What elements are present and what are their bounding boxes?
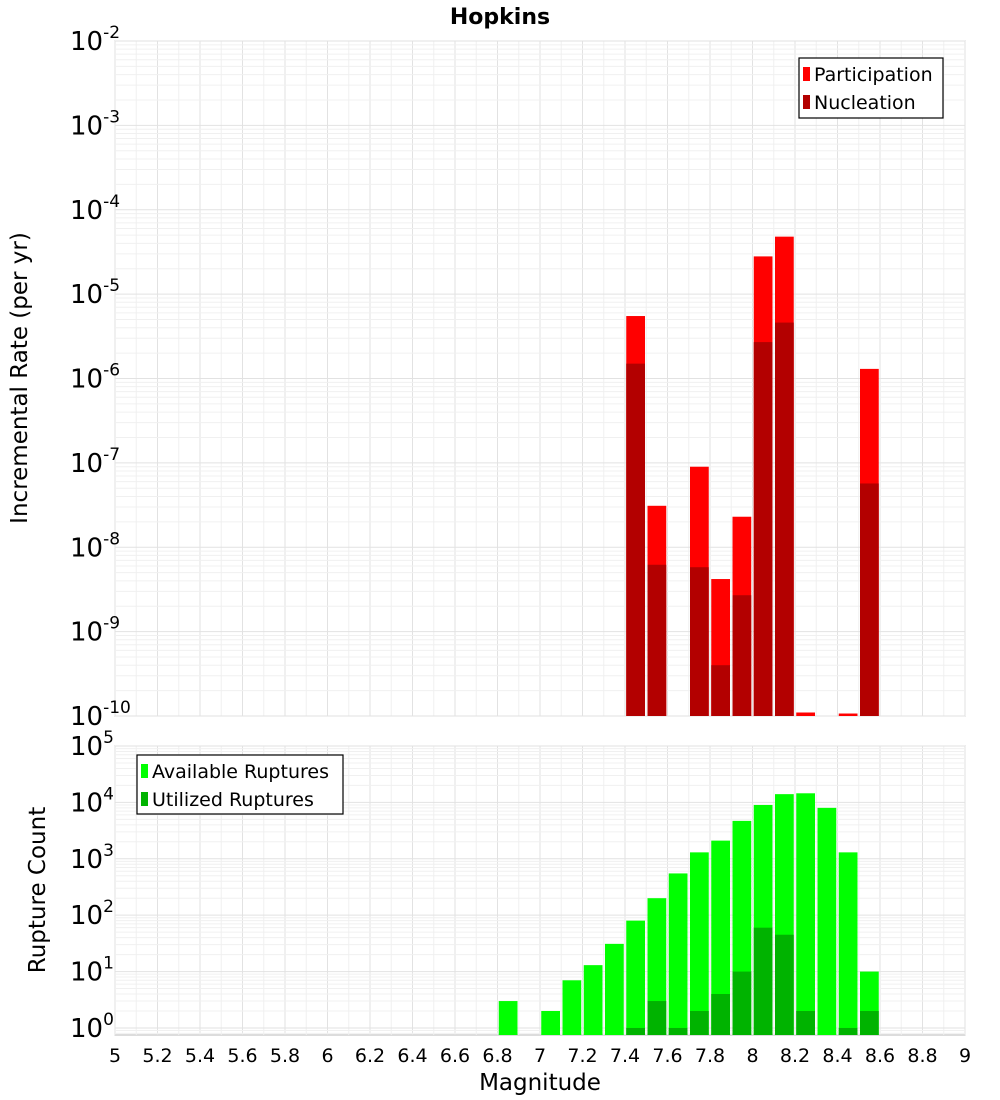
- chart-title: Hopkins: [450, 5, 550, 30]
- x-tick-label: 5.6: [227, 1045, 257, 1067]
- nucleation-bar: [690, 567, 709, 716]
- count-y-ticks: 100 101 102 103 104 105: [70, 728, 114, 1044]
- x-tick-label: 8.4: [822, 1045, 852, 1067]
- y-tick-label: 10-3: [70, 107, 120, 141]
- nucleation-bars: [626, 322, 879, 716]
- participation-bar: [838, 713, 858, 716]
- utilized-ruptures-bar: [775, 934, 794, 1035]
- nucleation-bar: [647, 564, 667, 716]
- available-ruptures-bar: [838, 852, 858, 1035]
- rate-y-ticks: 10-10 10-9 10-8 10-7 10-6 10-5 10-4 10-3 10-2: [70, 23, 131, 732]
- y-tick-label: 10-6: [70, 361, 120, 395]
- y-tick-label: 101: [70, 954, 114, 988]
- utilized-ruptures-bar: [690, 1010, 709, 1035]
- x-tick-label: 8.2: [780, 1045, 810, 1067]
- rate-legend: Participation Nucleation: [798, 57, 944, 119]
- nucleation-bar: [753, 342, 773, 716]
- available-ruptures-bar: [562, 980, 582, 1035]
- rate-panel: 10-10 10-9 10-8 10-7 10-6 10-5 10-4 10-3 10-2 Pa…: [7, 23, 966, 732]
- utilized-ruptures-bar: [838, 1027, 858, 1035]
- x-tick-label: 6.8: [482, 1045, 512, 1067]
- available-ruptures-bar: [626, 920, 645, 1035]
- utilized-ruptures-bar: [732, 971, 752, 1035]
- legend-swatch: [141, 764, 148, 778]
- y-tick-label: 10-10: [70, 698, 131, 732]
- nucleation-bar: [711, 665, 730, 716]
- utilized-ruptures-bars: [626, 927, 879, 1035]
- y-tick-label: 104: [70, 784, 114, 818]
- y-tick-label: 10-5: [70, 276, 120, 310]
- available-ruptures-bar: [605, 943, 624, 1035]
- x-tick-label: 9: [959, 1045, 971, 1067]
- legend-label: Utilized Ruptures: [152, 789, 314, 811]
- legend-label: Available Ruptures: [152, 761, 329, 783]
- utilized-ruptures-bar: [796, 1010, 815, 1035]
- count-panel: 100 101 102 103 104 105 Available Ruptures Uti…: [25, 728, 966, 1044]
- y-tick-label: 102: [70, 897, 114, 931]
- x-tick-label: 6.4: [397, 1045, 427, 1067]
- y-tick-label: 10-9: [70, 614, 120, 648]
- x-tick-label: 7.6: [652, 1045, 682, 1067]
- x-tick-label: 7.2: [567, 1045, 597, 1067]
- x-tick-label: 6.6: [440, 1045, 470, 1067]
- available-ruptures-bar: [498, 1001, 518, 1035]
- utilized-ruptures-bar: [753, 927, 773, 1035]
- utilized-ruptures-bar: [668, 1027, 688, 1035]
- rate-y-axis-label: Incremental Rate (per yr): [7, 232, 33, 524]
- count-y-axis-label: Rupture Count: [25, 807, 51, 973]
- available-ruptures-bar: [647, 898, 667, 1035]
- x-tick-label: 7.4: [610, 1045, 640, 1067]
- legend-swatch: [141, 792, 148, 806]
- y-tick-label: 10-8: [70, 529, 120, 563]
- x-tick-label: 7.8: [695, 1045, 725, 1067]
- y-tick-label: 10-2: [70, 23, 120, 57]
- x-axis-ticks: 5 5.2 5.4 5.6 5.8 6 6.2 6.4 6.6 6.8 7 7.2 7.4 7.6 7.8 8…: [109, 1045, 971, 1067]
- count-legend: Available Ruptures Utilized Ruptures: [136, 754, 344, 815]
- available-ruptures-bar: [583, 965, 603, 1035]
- participation-bar: [796, 712, 815, 716]
- y-tick-label: 10-7: [70, 445, 120, 479]
- nucleation-bar: [626, 363, 645, 716]
- legend-box: [136, 754, 344, 815]
- y-tick-label: 103: [70, 841, 114, 875]
- available-ruptures-bar: [711, 840, 730, 1035]
- legend-label: Participation: [814, 64, 933, 86]
- available-ruptures-bar: [668, 873, 688, 1035]
- x-axis-label: Magnitude: [479, 1070, 601, 1096]
- x-tick-label: 5.8: [270, 1045, 300, 1067]
- nucleation-bar: [775, 322, 794, 716]
- rate-grid: [114, 40, 966, 717]
- legend-swatch: [803, 95, 810, 109]
- x-tick-label: 5.4: [185, 1045, 215, 1067]
- y-tick-label: 100: [70, 1010, 114, 1044]
- x-tick-label: 8.6: [865, 1045, 895, 1067]
- x-tick-label: 6: [321, 1045, 333, 1067]
- available-ruptures-bar: [541, 1010, 560, 1035]
- y-tick-label: 105: [70, 728, 114, 762]
- utilized-ruptures-bar: [626, 1027, 645, 1035]
- available-ruptures-bar: [690, 852, 709, 1035]
- legend-label: Nucleation: [814, 92, 916, 114]
- x-tick-label: 6.2: [355, 1045, 385, 1067]
- legend-swatch: [803, 67, 810, 81]
- utilized-ruptures-bar: [647, 1001, 667, 1035]
- utilized-ruptures-bar: [860, 1010, 879, 1035]
- x-tick-label: 8: [746, 1045, 758, 1067]
- x-tick-label: 5.2: [142, 1045, 172, 1067]
- x-tick-label: 5: [109, 1045, 121, 1067]
- utilized-ruptures-bar: [711, 994, 730, 1035]
- available-ruptures-bar: [817, 807, 837, 1035]
- x-tick-label: 7: [534, 1045, 546, 1067]
- x-tick-label: 8.8: [907, 1045, 937, 1067]
- nucleation-bar: [732, 595, 752, 716]
- y-tick-label: 10-4: [70, 192, 120, 226]
- legend-box: [798, 57, 944, 119]
- available-ruptures-bar: [796, 793, 815, 1035]
- nucleation-bar: [860, 483, 879, 716]
